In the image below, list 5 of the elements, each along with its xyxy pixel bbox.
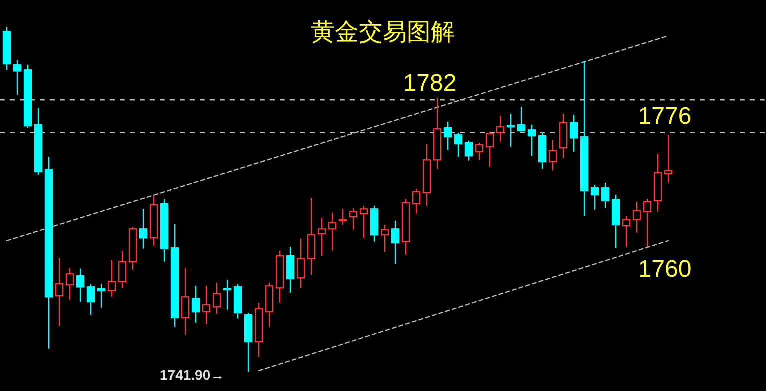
annotation: 1782 (403, 70, 457, 97)
annotation: 1776 (638, 103, 692, 130)
annotation: 1760 (638, 256, 692, 283)
annotation: 1741.90→ (160, 367, 225, 383)
chart-title: 黄金交易图解 (311, 18, 455, 46)
